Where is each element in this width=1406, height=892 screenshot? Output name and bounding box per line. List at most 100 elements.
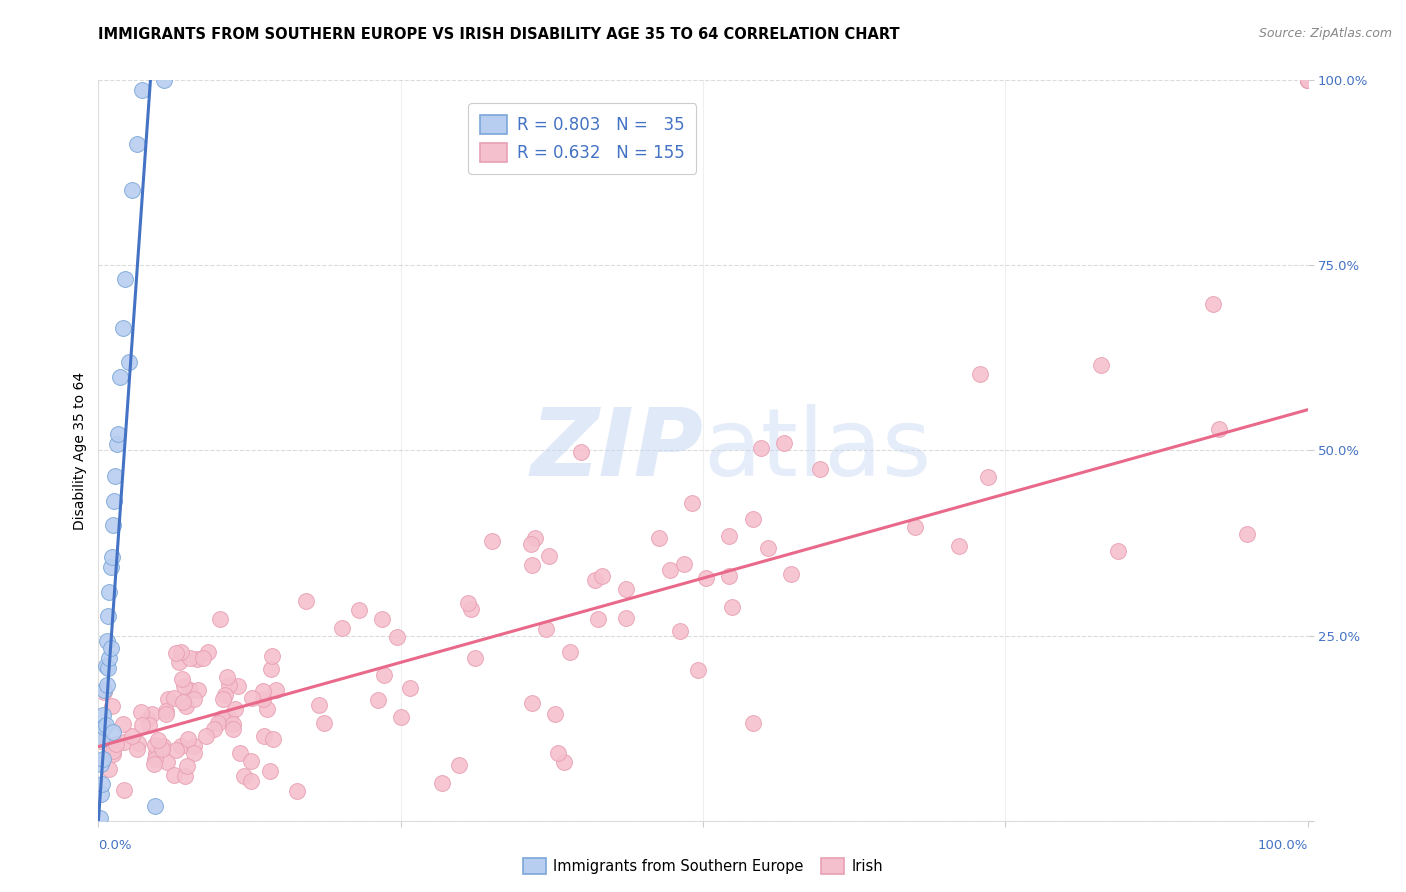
Point bbox=[136, 712, 159, 726]
Point bbox=[1296, 73, 1319, 87]
Point bbox=[91, 732, 114, 747]
Point bbox=[285, 784, 308, 798]
Point bbox=[330, 621, 353, 635]
Point bbox=[94, 658, 117, 673]
Point bbox=[520, 537, 543, 551]
Point bbox=[218, 678, 240, 692]
Point bbox=[233, 769, 256, 783]
Point bbox=[143, 738, 166, 752]
Point bbox=[131, 83, 153, 97]
Point bbox=[1296, 73, 1319, 87]
Point bbox=[779, 566, 801, 581]
Point bbox=[648, 531, 671, 545]
Point bbox=[749, 441, 772, 455]
Point bbox=[214, 688, 236, 702]
Point bbox=[173, 679, 195, 693]
Point bbox=[105, 437, 128, 451]
Point bbox=[146, 733, 169, 747]
Point bbox=[173, 769, 195, 783]
Point bbox=[391, 710, 413, 724]
Point bbox=[100, 641, 122, 656]
Text: IMMIGRANTS FROM SOUTHERN EUROPE VS IRISH DISABILITY AGE 35 TO 64 CORRELATION CHA: IMMIGRANTS FROM SOUTHERN EUROPE VS IRISH… bbox=[98, 27, 900, 42]
Point bbox=[131, 718, 153, 732]
Text: Source: ZipAtlas.com: Source: ZipAtlas.com bbox=[1258, 27, 1392, 40]
Point bbox=[207, 716, 229, 731]
Point bbox=[197, 645, 219, 659]
Point bbox=[586, 612, 609, 626]
Point bbox=[239, 754, 262, 768]
Point bbox=[127, 136, 149, 151]
Text: 100.0%: 100.0% bbox=[1257, 839, 1308, 852]
Point bbox=[977, 469, 1000, 483]
Point bbox=[94, 717, 117, 731]
Point bbox=[756, 541, 779, 556]
Point bbox=[91, 752, 114, 766]
Point bbox=[695, 571, 717, 585]
Point bbox=[1296, 73, 1319, 87]
Point bbox=[1208, 422, 1230, 436]
Point bbox=[367, 693, 389, 707]
Point bbox=[614, 611, 637, 625]
Point bbox=[103, 493, 125, 508]
Point bbox=[121, 729, 143, 743]
Point bbox=[1107, 544, 1129, 558]
Point bbox=[195, 729, 218, 743]
Point bbox=[111, 321, 134, 335]
Point bbox=[93, 683, 115, 698]
Point bbox=[1296, 73, 1319, 87]
Point bbox=[90, 787, 112, 801]
Point bbox=[224, 702, 246, 716]
Point bbox=[152, 73, 174, 87]
Point bbox=[681, 496, 703, 510]
Point bbox=[256, 702, 278, 716]
Point bbox=[98, 762, 121, 776]
Point bbox=[544, 706, 567, 721]
Point bbox=[1090, 359, 1112, 373]
Point bbox=[93, 720, 115, 734]
Point bbox=[904, 520, 927, 534]
Point bbox=[202, 722, 225, 736]
Point bbox=[520, 697, 543, 711]
Point bbox=[1296, 73, 1319, 87]
Point bbox=[170, 645, 193, 659]
Point bbox=[720, 600, 742, 615]
Point bbox=[457, 596, 479, 610]
Point bbox=[481, 533, 503, 548]
Point bbox=[240, 774, 263, 789]
Point bbox=[524, 531, 547, 545]
Text: 0.0%: 0.0% bbox=[98, 839, 132, 852]
Point bbox=[101, 724, 124, 739]
Point bbox=[105, 738, 128, 752]
Point bbox=[100, 699, 122, 714]
Point bbox=[308, 698, 330, 713]
Point bbox=[165, 743, 187, 757]
Point bbox=[163, 691, 186, 706]
Point bbox=[449, 758, 471, 772]
Point bbox=[430, 776, 453, 790]
Point bbox=[717, 569, 740, 583]
Point bbox=[90, 756, 112, 771]
Point bbox=[222, 722, 245, 736]
Point bbox=[259, 764, 281, 778]
Point bbox=[226, 679, 249, 693]
Point bbox=[314, 715, 336, 730]
Point bbox=[145, 746, 167, 760]
Point bbox=[150, 742, 173, 756]
Point bbox=[534, 623, 557, 637]
Point bbox=[773, 436, 796, 450]
Point bbox=[156, 755, 179, 769]
Point bbox=[118, 354, 141, 368]
Point bbox=[659, 563, 682, 577]
Point bbox=[100, 560, 122, 574]
Point bbox=[97, 609, 120, 624]
Point bbox=[252, 691, 274, 706]
Point bbox=[172, 672, 194, 686]
Point bbox=[948, 539, 970, 553]
Legend: Immigrants from Southern Europe, Irish: Immigrants from Southern Europe, Irish bbox=[517, 852, 889, 880]
Text: atlas: atlas bbox=[703, 404, 931, 497]
Point bbox=[104, 469, 127, 483]
Point bbox=[742, 512, 765, 526]
Point bbox=[179, 651, 201, 665]
Point bbox=[349, 603, 371, 617]
Point bbox=[260, 649, 283, 664]
